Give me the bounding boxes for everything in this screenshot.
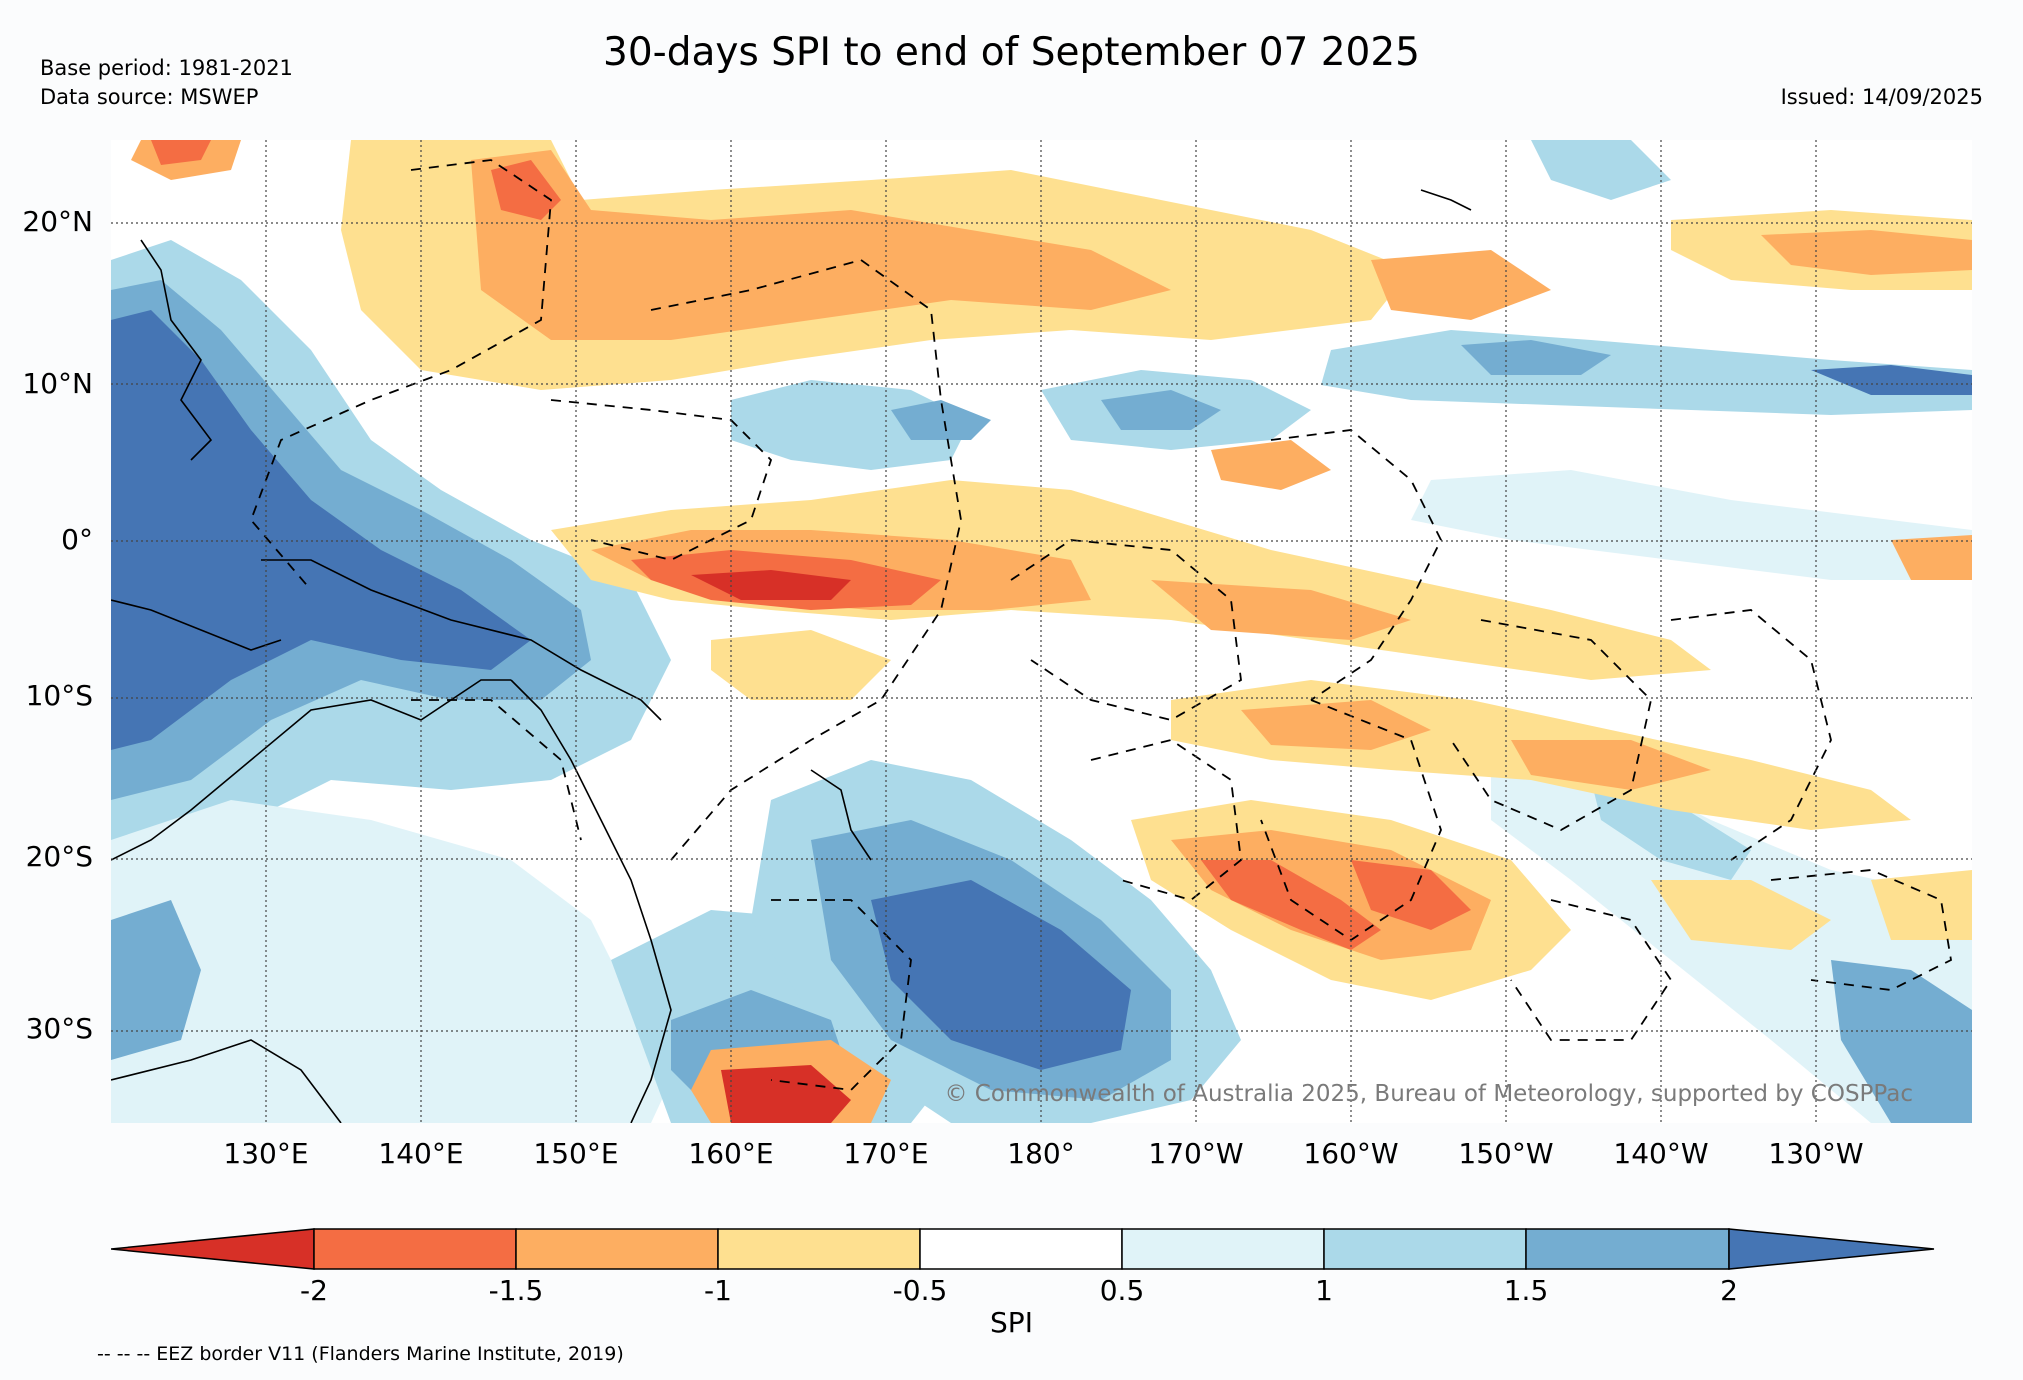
colorbar-moderate-dry	[515, 1228, 719, 1270]
lon-label-140e: 140°E	[378, 1137, 464, 1170]
colorbar-tick: -0.5	[892, 1274, 948, 1307]
colorbar-neutral	[919, 1228, 1123, 1270]
colorbar-tick: 0.5	[1099, 1274, 1145, 1307]
issued-date-text: Issued: 14/09/2025	[1780, 85, 1983, 109]
dry-anomaly-regions	[131, 140, 1972, 1123]
colorbar-tick: -1.5	[488, 1274, 544, 1307]
lon-label-170e: 170°E	[843, 1137, 929, 1170]
wet-anomaly-regions	[111, 140, 1972, 1123]
lon-label-150w: 150°W	[1458, 1137, 1554, 1170]
lon-label-150e: 150°E	[533, 1137, 619, 1170]
colorbar-tick: 2	[1720, 1274, 1738, 1307]
colorbar-tick: 1.5	[1503, 1274, 1549, 1307]
colorbar-extreme-dry	[110, 1228, 315, 1270]
spi-colorbar	[110, 1228, 1936, 1276]
lat-label-30s: 30°S	[25, 1012, 93, 1045]
lon-label-130e: 130°E	[223, 1137, 309, 1170]
lon-label-160w: 160°W	[1303, 1137, 1399, 1170]
colorbar-tick: -2	[300, 1274, 328, 1307]
eez-border-note: -- -- -- EEZ border V11 (Flanders Marine…	[97, 1343, 624, 1365]
lon-label-170w: 170°W	[1148, 1137, 1244, 1170]
eez-borders	[249, 159, 1952, 1091]
colorbar-mild-wet	[1121, 1228, 1325, 1270]
colorbar-tick: -1	[704, 1274, 732, 1307]
lat-label-10s: 10°S	[25, 679, 93, 712]
graticule	[111, 140, 1972, 1123]
colorbar-moderate-wet	[1323, 1228, 1527, 1270]
lon-label-160e: 160°E	[688, 1137, 774, 1170]
lon-label-130w: 130°W	[1768, 1137, 1864, 1170]
lon-label-140w: 140°W	[1613, 1137, 1709, 1170]
colorbar-severe-dry	[313, 1228, 517, 1270]
lat-label-20n: 20°N	[22, 205, 93, 238]
colorbar-tick: 1	[1315, 1274, 1333, 1307]
lat-label-20s: 20°S	[25, 840, 93, 873]
lat-label-0: 0°	[61, 523, 93, 556]
coastlines	[111, 189, 1472, 1123]
colorbar-mild-dry	[717, 1228, 921, 1270]
colorbar-severe-wet	[1525, 1228, 1730, 1270]
colorbar-label: SPI	[990, 1306, 1033, 1339]
map-title: 30-days SPI to end of September 07 2025	[603, 30, 1420, 75]
lon-label-180: 180°	[1007, 1137, 1075, 1170]
base-period-text: Base period: 1981-2021	[40, 56, 293, 80]
lat-label-10n: 10°N	[22, 367, 93, 400]
colorbar-extreme-wet	[1728, 1228, 1935, 1270]
spi-map	[111, 140, 1972, 1123]
data-source-text: Data source: MSWEP	[40, 85, 259, 109]
copyright-text: © Commonwealth of Australia 2025, Bureau…	[944, 1081, 1913, 1107]
